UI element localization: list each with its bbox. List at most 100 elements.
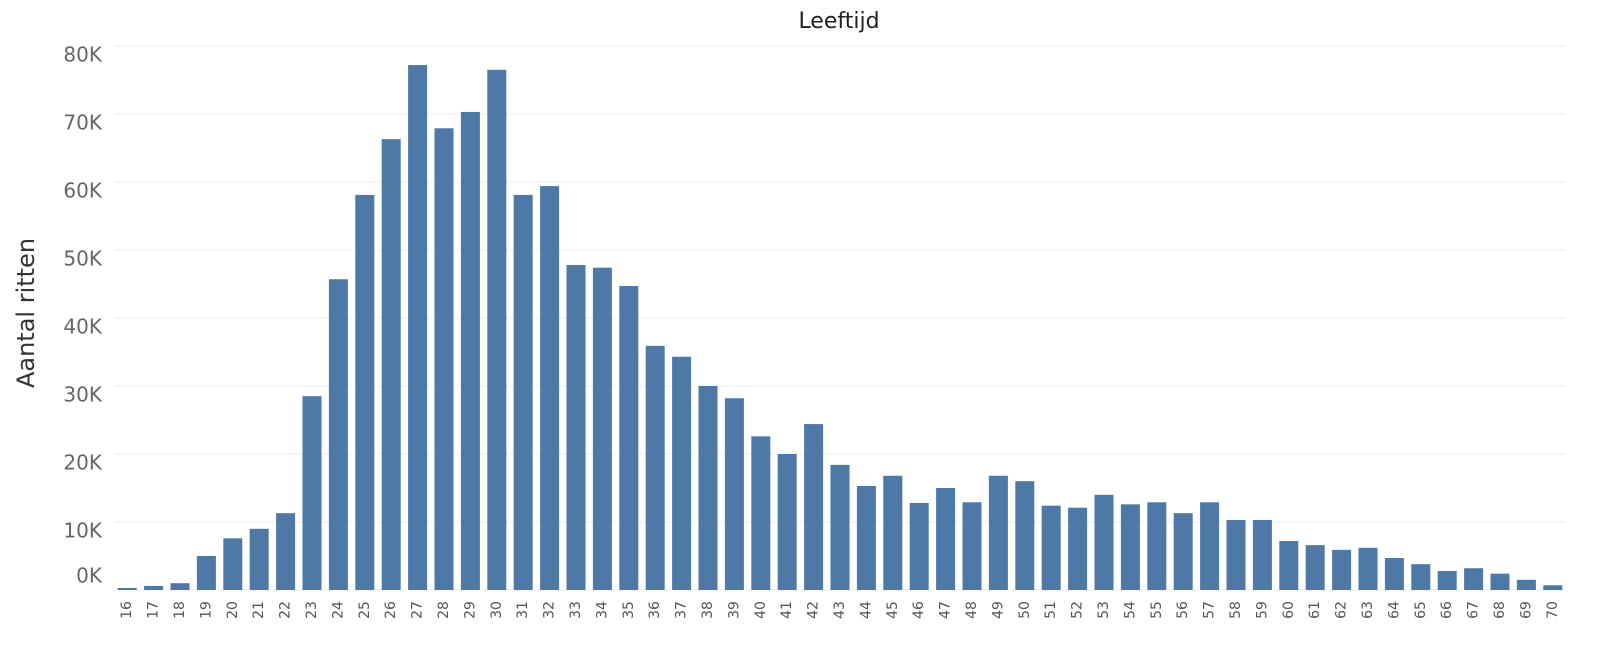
x-tick-label: 66 (1439, 601, 1455, 619)
y-tick-label: 40K (63, 315, 102, 339)
bar (434, 128, 454, 590)
bar (223, 538, 243, 590)
x-tick-label: 40 (753, 601, 769, 619)
x-tick-label: 53 (1096, 601, 1112, 619)
x-tick-label: 54 (1122, 601, 1138, 619)
x-tick-label: 48 (964, 601, 980, 619)
x-tick-label: 25 (357, 601, 373, 619)
x-tick-label: 60 (1281, 601, 1297, 619)
x-tick-label: 44 (858, 601, 874, 619)
x-tick-label: 57 (1202, 601, 1218, 619)
x-tick-label: 24 (330, 601, 346, 619)
bar (988, 475, 1008, 590)
bar (804, 424, 824, 590)
bar (1384, 558, 1404, 590)
x-tick-label: 31 (515, 601, 531, 619)
x-tick-label: 41 (779, 601, 795, 619)
x-tick-label: 65 (1413, 601, 1429, 619)
bar (698, 386, 718, 590)
bar (1226, 519, 1246, 590)
x-tick-label: 69 (1518, 601, 1534, 619)
bar (1173, 513, 1193, 590)
bar (645, 345, 665, 590)
x-tick-label: 52 (1070, 601, 1086, 619)
bar (381, 139, 401, 590)
bar (1252, 519, 1272, 590)
x-tick-label: 47 (938, 601, 954, 619)
bar (830, 464, 850, 590)
bar (1543, 585, 1563, 590)
bar (566, 264, 586, 590)
x-tick-label: 49 (990, 601, 1006, 619)
bar (1358, 547, 1378, 590)
bar (1094, 494, 1114, 590)
x-tick-label: 61 (1307, 601, 1323, 619)
x-tick-label: 16 (119, 601, 135, 619)
bar (936, 488, 956, 590)
x-tick-label: 18 (172, 601, 188, 619)
x-tick-label: 70 (1545, 601, 1561, 619)
y-tick-label: 0K (76, 564, 103, 588)
bar (777, 454, 797, 590)
y-tick-label: 20K (63, 451, 102, 475)
bar (540, 186, 560, 590)
bar (1411, 564, 1431, 590)
x-tick-label: 50 (1017, 601, 1033, 619)
x-tick-label: 63 (1360, 601, 1376, 619)
bar (117, 587, 137, 590)
bar (1147, 502, 1167, 590)
x-tick-label: 36 (647, 601, 663, 619)
bar (1279, 541, 1299, 590)
x-tick-label: 26 (383, 601, 399, 619)
bar (672, 356, 692, 590)
y-axis-title: Aantal ritten (12, 238, 40, 388)
y-tick-label: 50K (63, 247, 102, 271)
x-tick-label: 45 (885, 601, 901, 619)
y-tick-label: 60K (63, 179, 102, 203)
bar (883, 475, 903, 590)
x-tick-label: 67 (1466, 601, 1482, 619)
x-tick-label: 35 (621, 601, 637, 619)
x-tick-label: 22 (278, 601, 294, 619)
x-tick-label: 34 (594, 601, 610, 619)
bar (724, 398, 744, 590)
bar (355, 194, 375, 591)
bar (751, 436, 771, 590)
bar (856, 485, 876, 590)
x-tick-label: 62 (1334, 601, 1350, 619)
x-tick-label: 21 (251, 601, 267, 619)
bar (1332, 549, 1352, 590)
bar (1041, 505, 1061, 590)
x-tick-label: 68 (1492, 601, 1508, 619)
bar (1120, 504, 1140, 590)
bar (1200, 502, 1220, 590)
bar (249, 528, 269, 590)
y-tick-label: 80K (63, 43, 102, 67)
bar (196, 556, 216, 590)
bar (302, 396, 322, 590)
x-tick-label: 58 (1228, 601, 1244, 619)
y-tick-label: 10K (63, 519, 102, 543)
bar (460, 111, 480, 591)
x-tick-label: 33 (568, 601, 584, 619)
bar (962, 502, 982, 590)
x-tick-label: 32 (542, 601, 558, 619)
x-tick-label: 38 (700, 601, 716, 619)
bar (592, 267, 612, 590)
bar (487, 69, 507, 591)
x-tick-label: 30 (489, 601, 505, 619)
x-tick-label: 55 (1149, 601, 1165, 619)
bar (513, 194, 533, 591)
x-tick-label: 17 (146, 601, 162, 619)
x-tick-label: 46 (911, 601, 927, 619)
y-tick-label: 70K (63, 111, 102, 135)
bar (1015, 481, 1035, 590)
x-tick-label: 56 (1175, 601, 1191, 619)
bar (1490, 573, 1510, 590)
x-tick-label: 42 (806, 601, 822, 619)
x-tick-label: 23 (304, 601, 320, 619)
bar (276, 513, 296, 590)
x-tick-label: 19 (198, 601, 214, 619)
chart-title: Leeftijd (798, 9, 879, 34)
